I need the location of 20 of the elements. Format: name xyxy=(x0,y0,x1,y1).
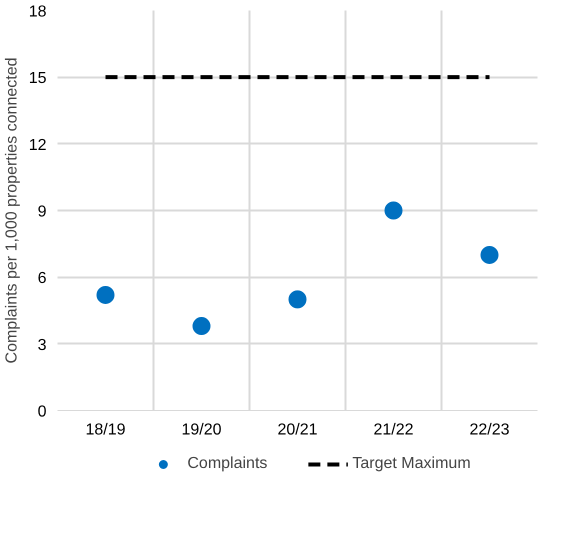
x-tick-label: 20/21 xyxy=(277,422,318,438)
x-tick-label: 21/22 xyxy=(373,422,414,438)
y-tick-label: 0 xyxy=(38,404,47,420)
x-tick-label: 19/20 xyxy=(181,422,222,438)
y-tick-label: 3 xyxy=(38,336,47,354)
point xyxy=(288,290,306,308)
y-axis-title: Complaints per 1,000 properties connected xyxy=(4,58,21,364)
legend-label: Target Maximum xyxy=(352,454,471,472)
point xyxy=(192,317,210,336)
x-tick-label: 22/23 xyxy=(469,422,510,438)
point xyxy=(480,246,498,264)
y-tick-label: 9 xyxy=(38,204,47,220)
point xyxy=(384,202,402,220)
y-tick-label: 15 xyxy=(28,70,47,88)
point xyxy=(96,286,114,304)
x-tick-label: 18/19 xyxy=(85,422,126,438)
y-tick-label: 12 xyxy=(28,136,47,154)
legend-label: Complaints xyxy=(187,454,268,472)
y-tick-label: 18 xyxy=(28,4,47,20)
y-tick-label: 6 xyxy=(38,270,47,288)
